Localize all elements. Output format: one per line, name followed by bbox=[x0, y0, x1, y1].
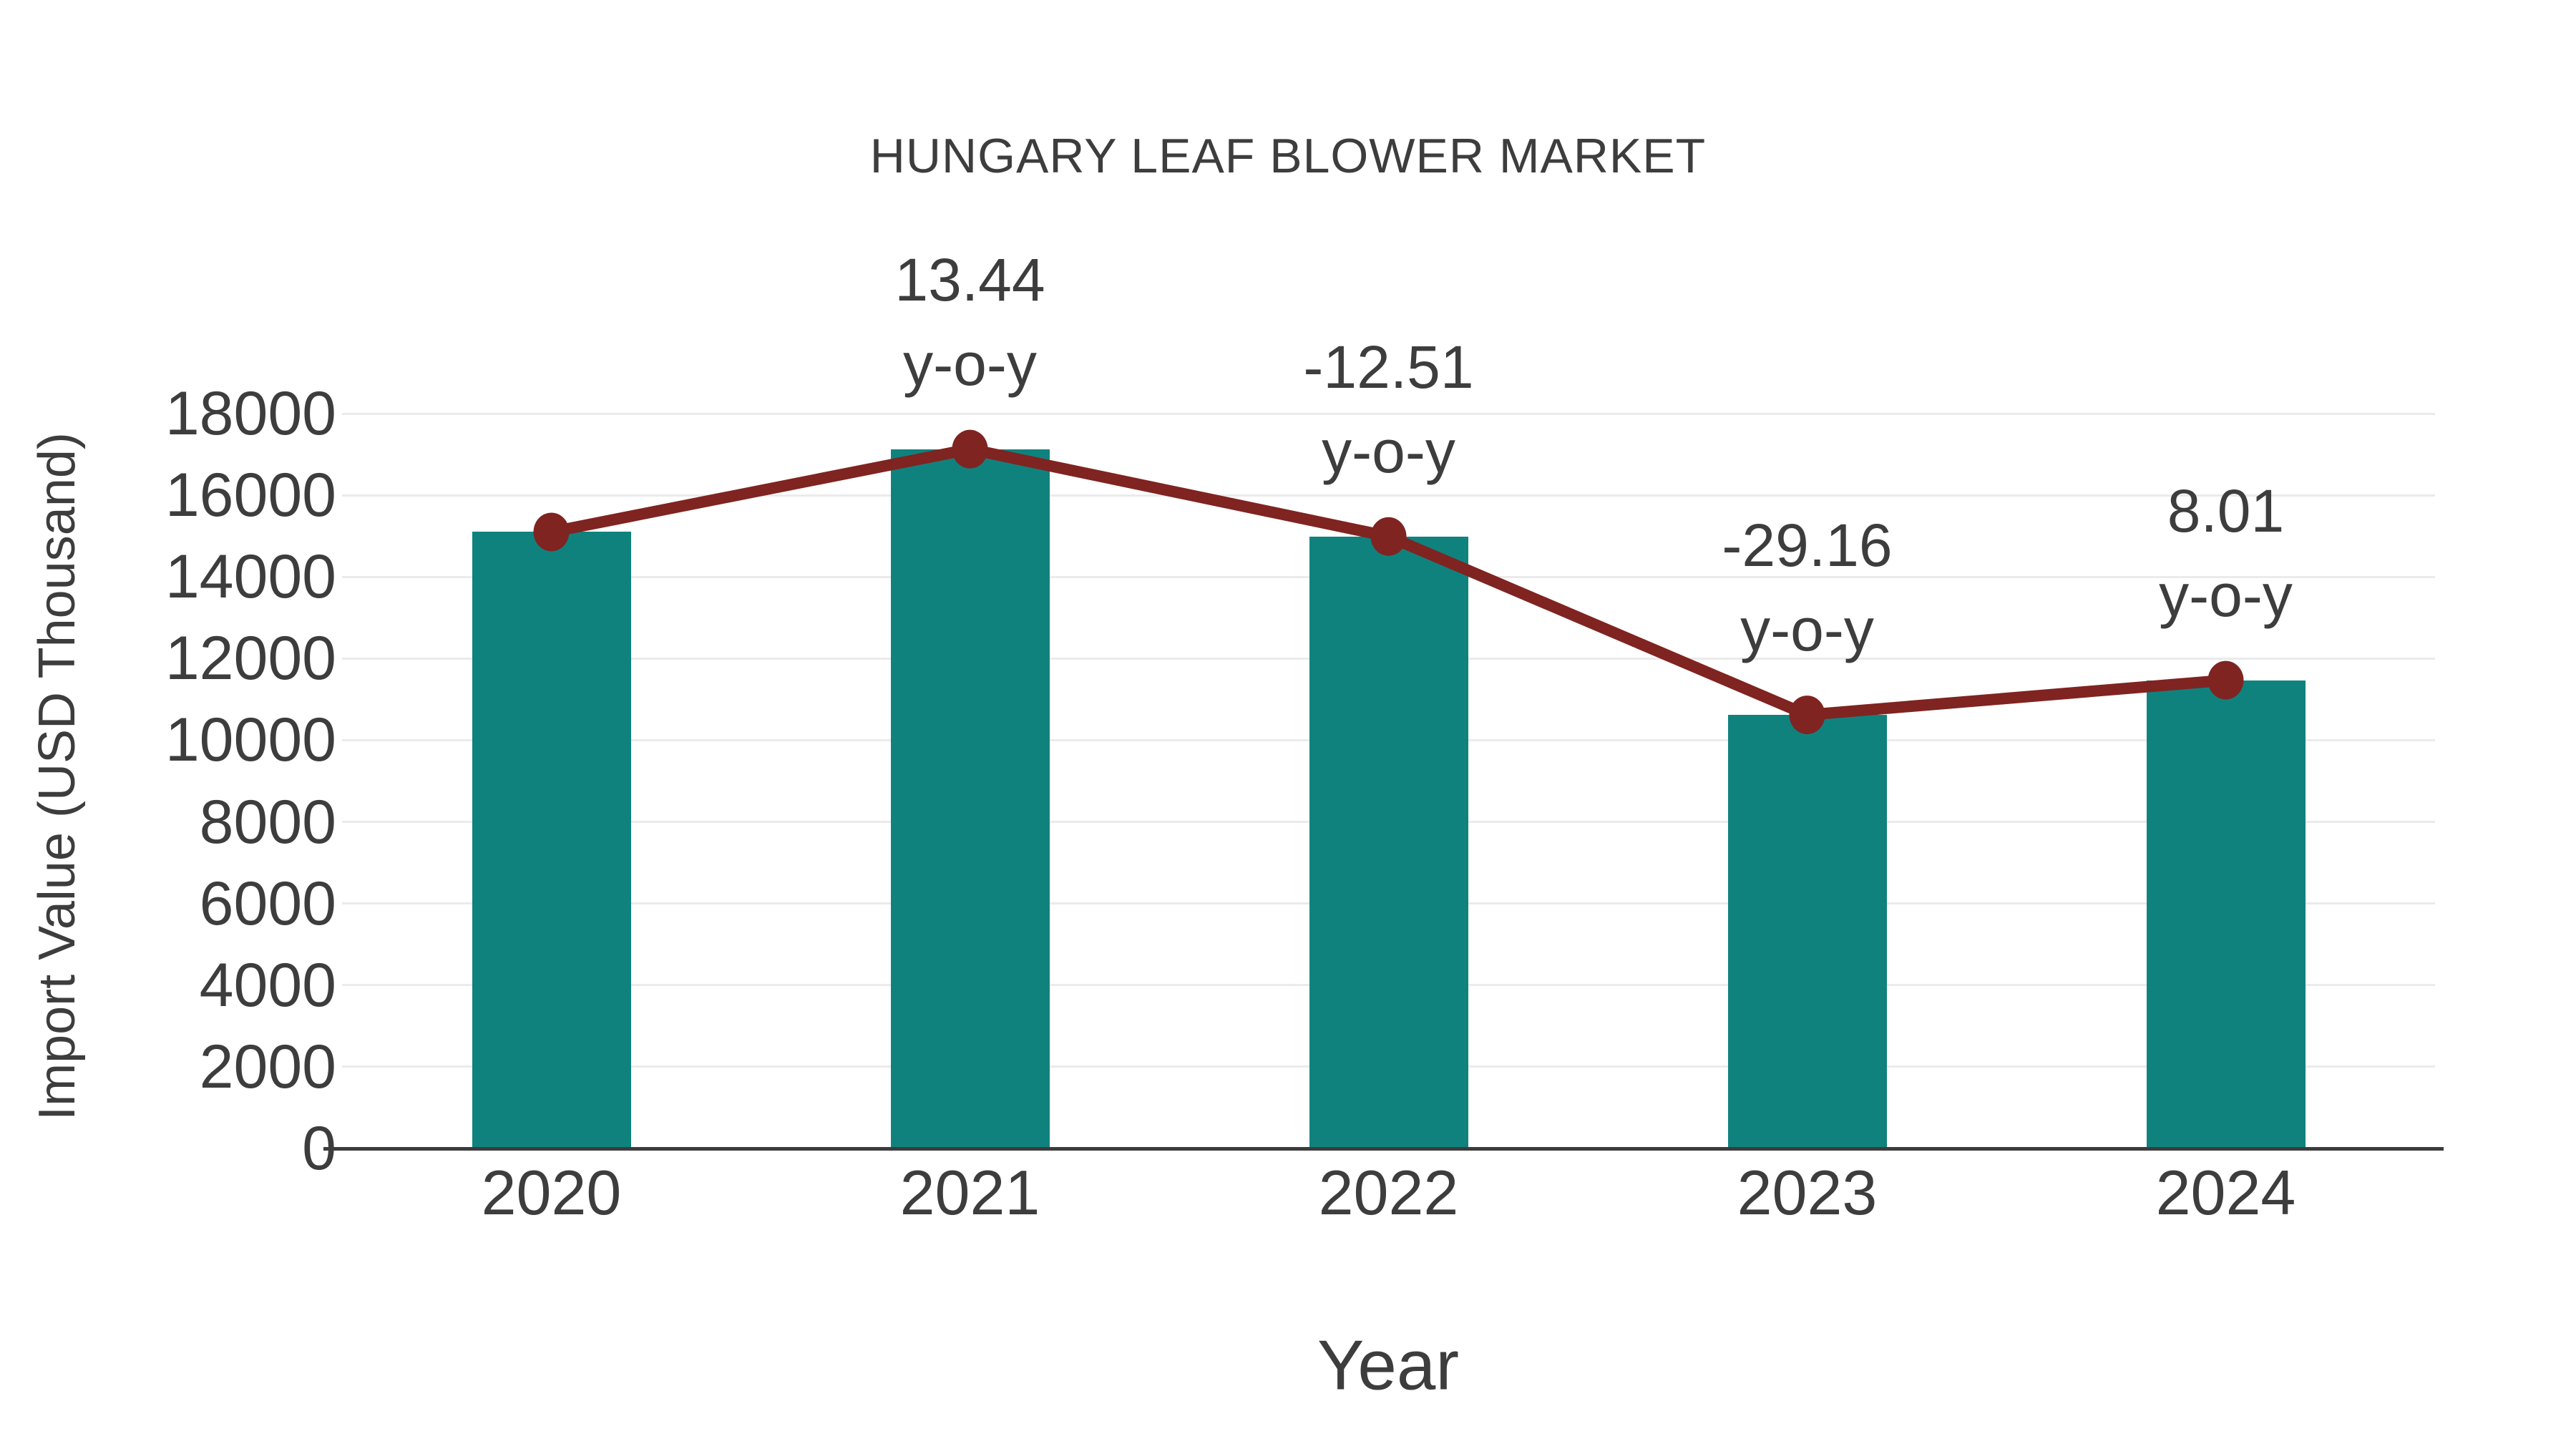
y-tick-label-4000: 4000 bbox=[199, 950, 336, 1020]
trend-line bbox=[545, 443, 2232, 721]
bar-2020 bbox=[472, 532, 631, 1148]
x-axis-line bbox=[323, 1147, 2444, 1151]
gridline-18000 bbox=[342, 412, 2435, 415]
annotation-value-2021: 13.44 bbox=[894, 245, 1045, 313]
x-tick-label-2023: 2023 bbox=[1737, 1157, 1878, 1228]
x-tick-label-2021: 2021 bbox=[899, 1157, 1040, 1228]
x-tick-label-2020: 2020 bbox=[481, 1157, 622, 1228]
bar-2024 bbox=[2146, 680, 2306, 1148]
y-tick-label-0: 0 bbox=[302, 1114, 336, 1183]
y-tick-label-18000: 18000 bbox=[165, 379, 336, 448]
annotation-suffix-2021: y-o-y bbox=[903, 330, 1037, 398]
trend-line-layer bbox=[533, 429, 2244, 735]
y-axis-title: Import Value (USD Thousand) bbox=[29, 432, 86, 1121]
y-tick-label-6000: 6000 bbox=[199, 869, 336, 938]
data-point-marker-2020 bbox=[533, 512, 570, 552]
plot-area bbox=[342, 412, 2435, 1148]
annotation-suffix-2024: y-o-y bbox=[2159, 561, 2293, 629]
y-tick-label-8000: 8000 bbox=[199, 787, 336, 857]
data-point-marker-2023 bbox=[1789, 696, 1825, 735]
x-tick-label-2022: 2022 bbox=[1318, 1157, 1459, 1228]
y-tick-label-16000: 16000 bbox=[165, 461, 336, 530]
y-tick-label-14000: 14000 bbox=[165, 542, 336, 612]
y-tick-label-12000: 12000 bbox=[165, 624, 336, 693]
x-axis-title: Year bbox=[1317, 1325, 1460, 1405]
y-tick-label-10000: 10000 bbox=[165, 706, 336, 775]
annotation-value-2022: -12.51 bbox=[1303, 333, 1474, 401]
data-point-marker-2022 bbox=[1370, 517, 1407, 556]
bar-2022 bbox=[1309, 536, 1468, 1148]
data-point-marker-2021 bbox=[952, 429, 988, 469]
annotation-suffix-2022: y-o-y bbox=[1322, 417, 1455, 485]
annotation-value-2024: 8.01 bbox=[2167, 477, 2285, 545]
data-point-marker-2024 bbox=[2207, 660, 2244, 700]
annotation-value-2023: -29.16 bbox=[1722, 512, 1893, 580]
bar-2021 bbox=[890, 449, 1050, 1148]
bar-2023 bbox=[1727, 715, 1887, 1148]
annotation-suffix-2023: y-o-y bbox=[1740, 596, 1874, 664]
chart-title: HUNGARY LEAF BLOWER MARKET bbox=[869, 129, 1707, 183]
gridline-16000 bbox=[342, 494, 2435, 497]
x-tick-label-2024: 2024 bbox=[2155, 1157, 2296, 1228]
y-tick-label-2000: 2000 bbox=[199, 1032, 336, 1101]
